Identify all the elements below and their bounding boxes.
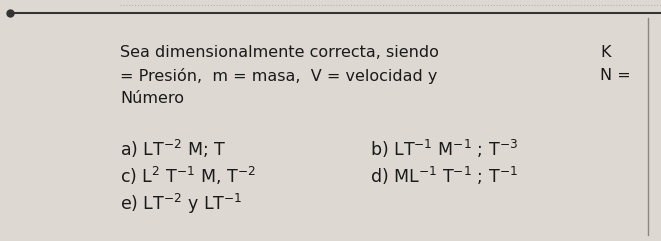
Text: c) L$^{2}$ T$^{-1}$ M, T$^{-2}$: c) L$^{2}$ T$^{-1}$ M, T$^{-2}$: [120, 165, 256, 187]
Text: = Presión,  m = masa,  V = velocidad y: = Presión, m = masa, V = velocidad y: [120, 68, 438, 84]
Text: Sea dimensionalmente correcta, siendo: Sea dimensionalmente correcta, siendo: [120, 45, 439, 60]
Text: d) ML$^{-1}$ T$^{-1}$ ; T$^{-1}$: d) ML$^{-1}$ T$^{-1}$ ; T$^{-1}$: [370, 165, 518, 187]
Text: Número: Número: [120, 91, 184, 106]
Text: K: K: [600, 45, 611, 60]
Text: N =: N =: [600, 68, 631, 83]
Text: e) LT$^{-2}$ y LT$^{-1}$: e) LT$^{-2}$ y LT$^{-1}$: [120, 192, 243, 216]
Text: b) LT$^{-1}$ M$^{-1}$ ; T$^{-3}$: b) LT$^{-1}$ M$^{-1}$ ; T$^{-3}$: [370, 138, 518, 160]
Text: a) LT$^{-2}$ M; T: a) LT$^{-2}$ M; T: [120, 138, 227, 160]
